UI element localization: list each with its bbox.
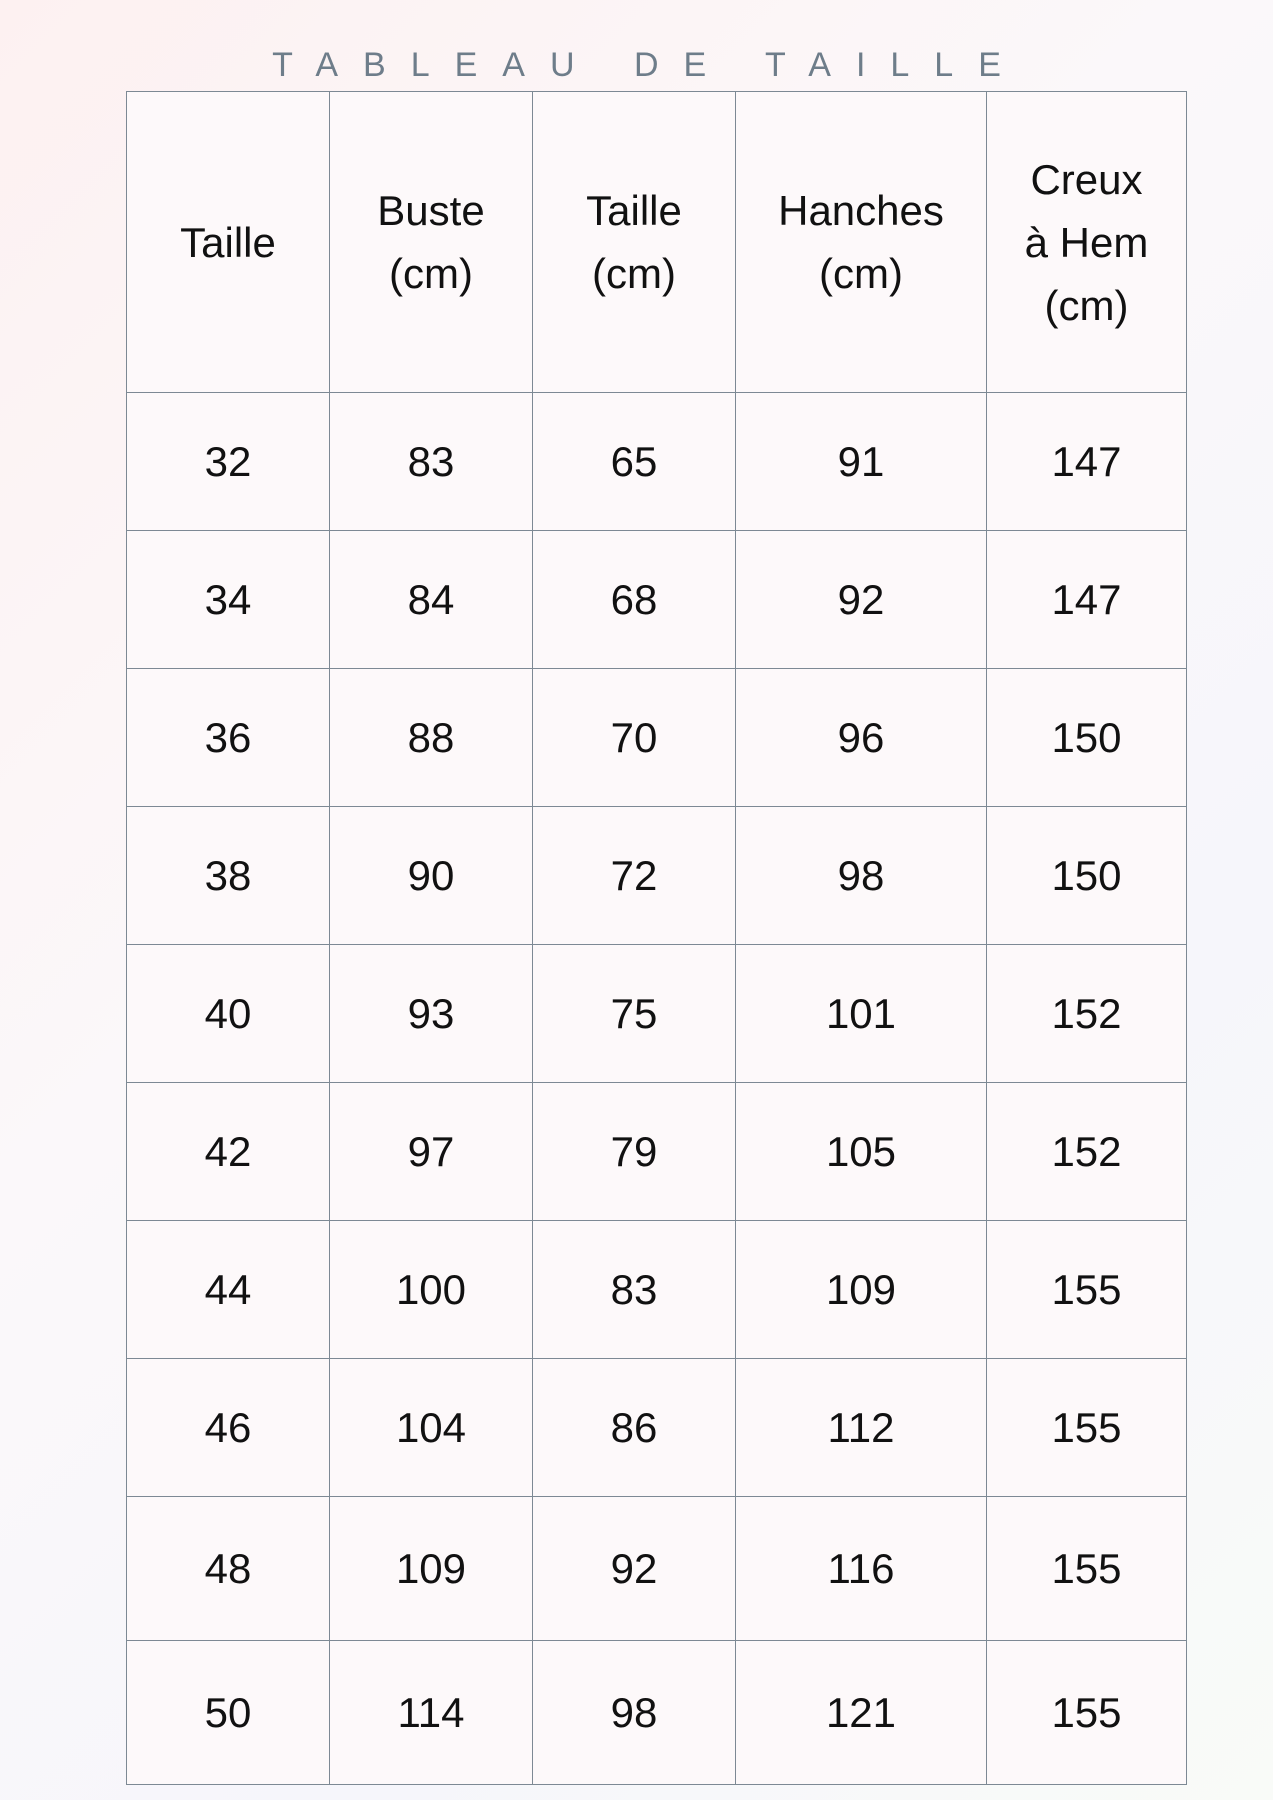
- table-cell: 38: [126, 806, 330, 945]
- table-cell: 83: [532, 1220, 736, 1359]
- table-cell: 98: [735, 806, 987, 945]
- table-cell: 44: [126, 1220, 330, 1359]
- table-cell: 147: [986, 530, 1187, 669]
- column-header-line: Buste: [377, 187, 485, 234]
- table-row: 40 93 75 101 152: [126, 944, 1187, 1083]
- table-row: 34 84 68 92 147: [126, 530, 1187, 669]
- table-cell: 101: [735, 944, 987, 1083]
- table-cell: 104: [329, 1358, 533, 1497]
- table-row: 42 97 79 105 152: [126, 1082, 1187, 1221]
- table-cell: 155: [986, 1358, 1187, 1497]
- table-row: 32 83 65 91 147: [126, 392, 1187, 531]
- column-header-line: (cm): [819, 250, 903, 297]
- table-cell: 36: [126, 668, 330, 807]
- table-cell: 79: [532, 1082, 736, 1221]
- table-cell: 72: [532, 806, 736, 945]
- table-row: 38 90 72 98 150: [126, 806, 1187, 945]
- table-cell: 147: [986, 392, 1187, 531]
- table-cell: 48: [126, 1496, 330, 1641]
- table-cell: 84: [329, 530, 533, 669]
- table-cell: 32: [126, 392, 330, 531]
- column-header-line: (cm): [389, 250, 473, 297]
- table-row: 46 104 86 112 155: [126, 1358, 1187, 1497]
- table-row: 48 109 92 116 155: [126, 1496, 1187, 1641]
- table-cell: 109: [735, 1220, 987, 1359]
- table-cell: 68: [532, 530, 736, 669]
- table-cell: 96: [735, 668, 987, 807]
- table-cell: 92: [735, 530, 987, 669]
- table-cell: 116: [735, 1496, 987, 1641]
- header-row: Taille Buste (cm) Taille (cm) Hanches (cm) Creu…: [126, 91, 1187, 393]
- column-header: Creux à Hem (cm): [986, 91, 1187, 393]
- table-cell: 152: [986, 944, 1187, 1083]
- column-header-line: Taille: [180, 218, 276, 266]
- page-title: TABLEAU DE TAILLE: [272, 46, 1026, 84]
- table-cell: 105: [735, 1082, 987, 1221]
- table-row: 44 100 83 109 155: [126, 1220, 1187, 1359]
- table-cell: 92: [532, 1496, 736, 1641]
- table-cell: 42: [126, 1082, 330, 1221]
- table-cell: 100: [329, 1220, 533, 1359]
- table-cell: 93: [329, 944, 533, 1083]
- table-cell: 112: [735, 1358, 987, 1497]
- table-cell: 155: [986, 1640, 1187, 1785]
- table-cell: 97: [329, 1082, 533, 1221]
- table-cell: 155: [986, 1220, 1187, 1359]
- table-cell: 70: [532, 668, 736, 807]
- table-row: 50 114 98 121 155: [126, 1640, 1187, 1785]
- column-header-line: (cm): [1044, 281, 1129, 329]
- size-chart-table: Taille Buste (cm) Taille (cm) Hanches (cm) Creu…: [126, 91, 1187, 1785]
- table-cell: 150: [986, 668, 1187, 807]
- table-cell: 114: [329, 1640, 533, 1785]
- table-cell: 86: [532, 1358, 736, 1497]
- table-cell: 91: [735, 392, 987, 531]
- table-cell: 34: [126, 530, 330, 669]
- table-cell: 88: [329, 668, 533, 807]
- column-header-line: Taille: [586, 187, 682, 234]
- table-cell: 109: [329, 1496, 533, 1641]
- column-header-line: Creux: [1030, 155, 1143, 203]
- column-header: Hanches (cm): [735, 91, 987, 393]
- table-cell: 98: [532, 1640, 736, 1785]
- column-header: Taille: [126, 91, 330, 393]
- table-cell: 152: [986, 1082, 1187, 1221]
- column-header-line: à Hem: [1024, 218, 1149, 266]
- column-header-line: (cm): [592, 250, 676, 297]
- table-cell: 65: [532, 392, 736, 531]
- column-header: Taille (cm): [532, 91, 736, 393]
- table-cell: 121: [735, 1640, 987, 1785]
- table-cell: 83: [329, 392, 533, 531]
- column-header: Buste (cm): [329, 91, 533, 393]
- table-row: 36 88 70 96 150: [126, 668, 1187, 807]
- table-cell: 46: [126, 1358, 330, 1497]
- table-cell: 150: [986, 806, 1187, 945]
- table-cell: 75: [532, 944, 736, 1083]
- table-cell: 40: [126, 944, 330, 1083]
- table-cell: 155: [986, 1496, 1187, 1641]
- table-cell: 90: [329, 806, 533, 945]
- table-cell: 50: [126, 1640, 330, 1785]
- column-header-line: Hanches: [778, 187, 944, 234]
